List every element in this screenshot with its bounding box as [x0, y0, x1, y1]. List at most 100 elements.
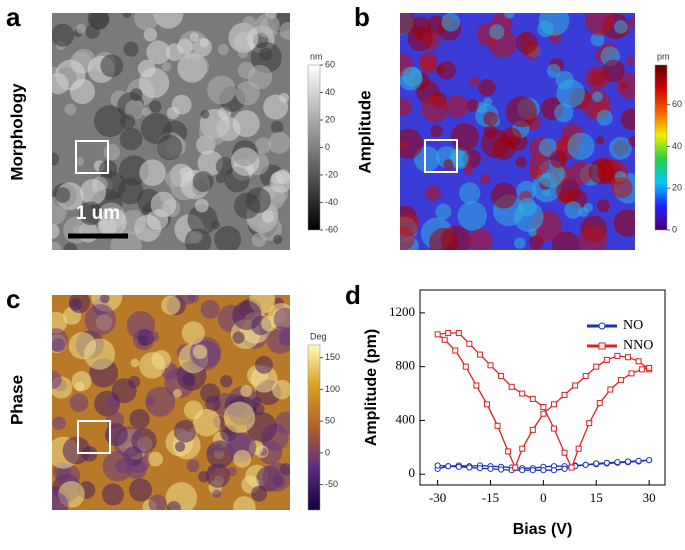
roi-box [424, 139, 458, 173]
image-texture [119, 127, 143, 151]
image-texture [215, 157, 235, 176]
image-texture [273, 234, 283, 244]
image-texture [140, 112, 172, 144]
point [529, 426, 536, 433]
image-texture [513, 201, 544, 232]
image-texture [223, 401, 256, 434]
image-texture [443, 159, 454, 170]
colorbar-tick-label: -20 [325, 169, 338, 179]
point [473, 382, 480, 389]
plot-frame [419, 289, 666, 486]
image-texture [181, 321, 205, 345]
x-tick-label: 0 [540, 490, 547, 505]
image-texture [489, 24, 505, 40]
point [529, 395, 536, 402]
image-texture [430, 124, 443, 138]
image-texture [425, 185, 441, 201]
colorbar-tick-label: 50 [325, 416, 335, 426]
image-texture [255, 13, 280, 38]
image-texture [52, 370, 62, 389]
image-texture [272, 379, 290, 400]
point [614, 352, 621, 359]
image-texture [400, 128, 424, 159]
image-texture [251, 485, 268, 502]
image-texture [232, 331, 245, 344]
image-texture [75, 157, 84, 166]
image-texture [421, 95, 449, 123]
x-tick-label: -30 [429, 490, 446, 505]
image-texture [76, 23, 86, 34]
colorbar [307, 344, 321, 511]
point [575, 445, 582, 452]
image-texture [161, 62, 172, 72]
image-texture [134, 214, 162, 242]
image-texture [501, 127, 522, 148]
y-tick-label: 400 [396, 411, 416, 426]
image-texture [235, 80, 260, 106]
image-texture [232, 110, 260, 138]
point [628, 370, 635, 377]
image-texture [400, 13, 416, 35]
image-texture [279, 21, 290, 40]
image-texture [101, 483, 125, 506]
image-texture [228, 22, 259, 53]
image-texture [429, 228, 459, 250]
image-texture [445, 95, 469, 118]
image-texture [123, 41, 139, 57]
image-texture [462, 149, 481, 168]
image-texture [233, 192, 261, 219]
image-texture [186, 459, 200, 473]
image-texture [129, 408, 150, 430]
panel-ylabel: Phase [7, 375, 26, 425]
point [487, 465, 494, 472]
image-texture [261, 315, 278, 332]
colorbar-tick-label: -40 [325, 197, 338, 207]
point [540, 467, 547, 474]
image-texture [458, 182, 481, 204]
image-texture [402, 66, 423, 87]
image-texture [161, 295, 181, 315]
image-texture [122, 13, 131, 19]
image-texture [187, 204, 218, 235]
image-texture [52, 491, 69, 510]
image [52, 13, 290, 250]
image-texture [542, 187, 551, 197]
image-texture [483, 111, 498, 127]
panel-letter: b [354, 2, 370, 32]
image-texture [528, 228, 537, 237]
image-texture [130, 358, 140, 368]
panel-ylabel: Morphology [7, 83, 26, 181]
image-texture [137, 59, 156, 78]
image-texture [69, 393, 89, 413]
point [455, 330, 462, 337]
image-texture [450, 123, 480, 152]
point [614, 459, 621, 466]
image-texture [100, 54, 124, 78]
image-texture [400, 213, 420, 237]
y-tick-label: 1200 [389, 304, 415, 319]
colorbar-tick-label: 0 [325, 142, 330, 152]
colorbar-tick-label: -60 [325, 224, 338, 234]
point [498, 373, 505, 380]
image-texture [578, 225, 608, 250]
point [550, 401, 557, 408]
image-texture [206, 446, 215, 455]
point [505, 448, 512, 455]
image-texture [515, 156, 527, 168]
point [646, 457, 653, 464]
point [434, 331, 441, 338]
image-texture [206, 463, 231, 488]
image-texture [628, 16, 635, 28]
image-texture [588, 158, 615, 185]
image-texture [279, 92, 290, 103]
point [561, 465, 568, 472]
image-texture [84, 304, 117, 336]
image-texture [469, 76, 480, 87]
image-texture [172, 388, 182, 398]
x-tick-label: 30 [643, 490, 656, 505]
image-texture [173, 420, 197, 443]
image-texture [131, 428, 157, 454]
image-texture [164, 170, 183, 188]
x-tick-label: 15 [590, 490, 603, 505]
